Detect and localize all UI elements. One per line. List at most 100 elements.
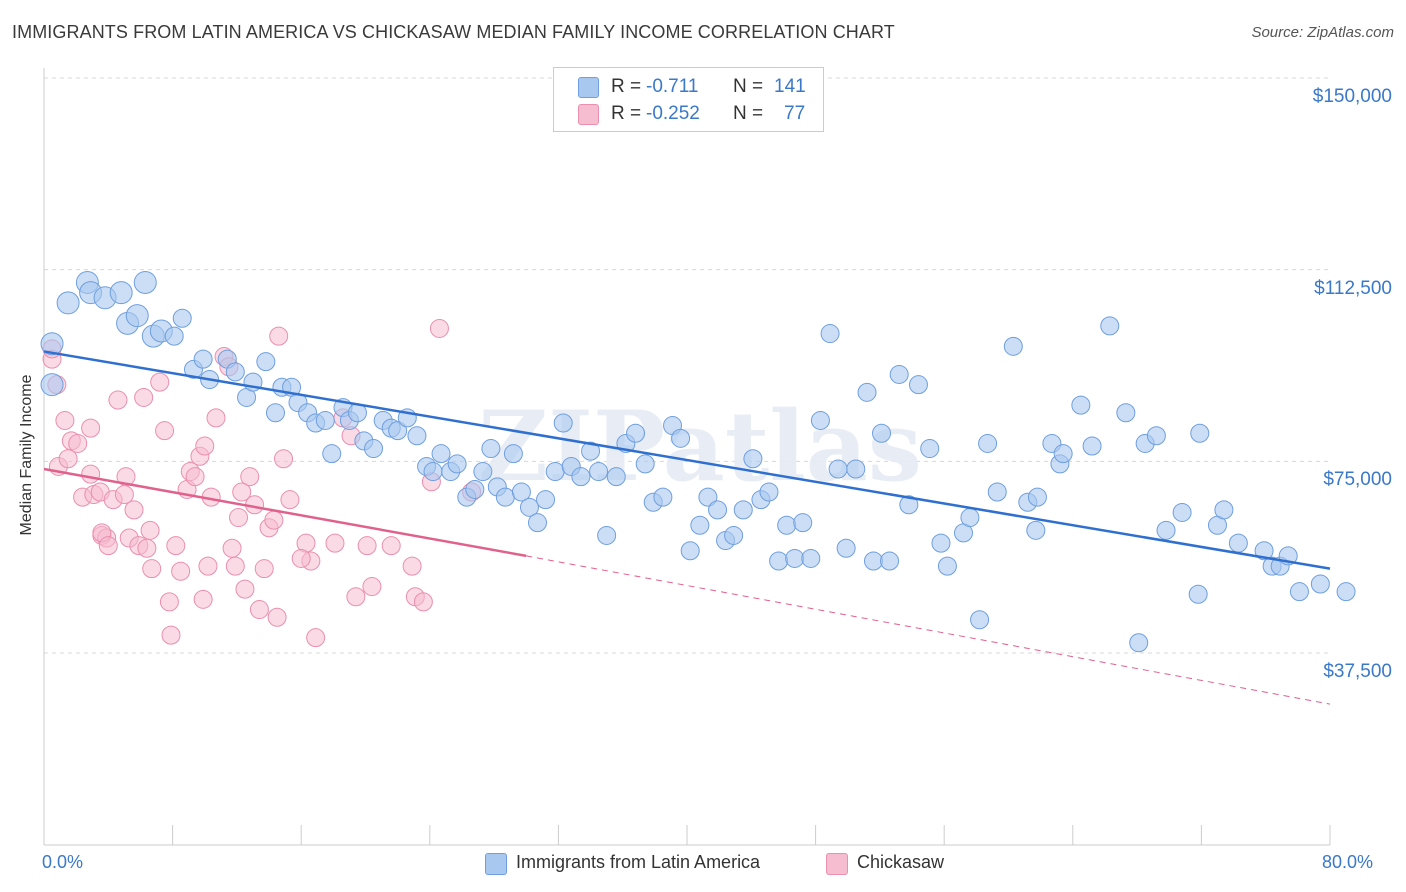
- chickasaw-point: [291, 548, 311, 568]
- latin-america-point: [40, 332, 64, 356]
- chickasaw-point: [137, 538, 157, 558]
- chickasaw-point: [232, 482, 252, 502]
- chickasaw-point: [150, 372, 170, 392]
- n-value: 141: [774, 76, 806, 97]
- chickasaw-point: [274, 449, 294, 469]
- latin-america-point: [899, 495, 919, 515]
- chickasaw-trend-extension: [526, 555, 1331, 705]
- latin-america-point: [671, 428, 691, 448]
- chickasaw-point: [108, 390, 128, 410]
- latin-america-point: [164, 326, 184, 346]
- latin-america-point: [1003, 336, 1023, 356]
- latin-america-point: [836, 538, 856, 558]
- latin-america-point: [1082, 436, 1102, 456]
- latin-america-point: [581, 441, 601, 461]
- chickasaw-point: [254, 559, 274, 579]
- latin-america-point: [265, 403, 285, 423]
- chickasaw-point: [264, 510, 284, 530]
- chickasaw-point: [195, 436, 215, 456]
- latin-america-point: [589, 462, 609, 482]
- latin-america-point: [872, 423, 892, 443]
- latin-america-point: [125, 304, 149, 328]
- latin-america-point: [828, 459, 848, 479]
- latin-america-point: [225, 362, 245, 382]
- chickasaw-point: [402, 556, 422, 576]
- y-axis-label: Median Family Income: [18, 374, 35, 536]
- latin-america-point: [1027, 487, 1047, 507]
- chickasaw-point: [413, 592, 433, 612]
- chickasaw-point: [58, 449, 78, 469]
- latin-america-point: [40, 373, 64, 397]
- chickasaw-point: [159, 592, 179, 612]
- latin-america-point: [1071, 395, 1091, 415]
- r-label: R =: [611, 103, 642, 124]
- latin-america-point: [1190, 423, 1210, 443]
- chickasaw-point: [166, 536, 186, 556]
- n-label: N =: [733, 103, 764, 124]
- latin-america-point: [1053, 444, 1073, 464]
- chickasaw-point: [206, 408, 226, 428]
- chickasaw-point: [240, 467, 260, 487]
- latin-america-points: [40, 270, 1356, 653]
- source-label: Source: ZipAtlas.com: [1251, 24, 1394, 41]
- latin-america-point: [785, 548, 805, 568]
- latin-america-point: [708, 500, 728, 520]
- chart-title: IMMIGRANTS FROM LATIN AMERICA VS CHICKAS…: [12, 22, 895, 42]
- latin-america-point: [857, 382, 877, 402]
- latin-america-point: [759, 482, 779, 502]
- latin-america-point: [698, 487, 718, 507]
- latin-america-point: [743, 449, 763, 469]
- latin-america-point: [960, 508, 980, 528]
- chickasaw-point: [198, 556, 218, 576]
- series-legend-label: Immigrants from Latin America: [516, 852, 761, 872]
- latin-america-point: [473, 462, 493, 482]
- chickasaw-point: [193, 589, 213, 609]
- latin-america-point: [1214, 500, 1234, 520]
- latin-america-point: [1100, 316, 1120, 336]
- legend-swatch-pink: [578, 104, 599, 125]
- axis-layer: [43, 68, 1331, 846]
- latin-america-point: [1116, 403, 1136, 423]
- chickasaw-point: [269, 326, 289, 346]
- n-value: 77: [784, 103, 806, 124]
- y-tick-label: $37,500: [1323, 661, 1392, 682]
- latin-america-point: [407, 426, 427, 446]
- latin-america-point: [364, 439, 384, 459]
- latin-america-point: [431, 444, 451, 464]
- latin-america-point: [322, 444, 342, 464]
- latin-america-point: [388, 421, 408, 441]
- latin-america-point: [519, 497, 539, 517]
- chickasaw-point: [140, 520, 160, 540]
- latin-america-point: [846, 459, 866, 479]
- latin-america-point: [937, 556, 957, 576]
- latin-america-point: [724, 525, 744, 545]
- latin-america-point: [880, 551, 900, 571]
- latin-america-point: [481, 439, 501, 459]
- latin-america-point: [553, 413, 573, 433]
- latin-america-point: [820, 324, 840, 344]
- legend-swatch-blue: [578, 77, 599, 98]
- latin-america-point: [793, 513, 813, 533]
- stats-legend: R = -0.711 N = 141 R = -0.252 N = 77: [553, 67, 824, 132]
- latin-america-point: [172, 308, 192, 328]
- latin-america-point: [256, 352, 276, 372]
- latin-america-point: [889, 364, 909, 384]
- latin-america-point: [863, 551, 883, 571]
- chickasaw-point: [429, 318, 449, 338]
- chickasaw-point: [306, 628, 326, 648]
- chickasaw-point: [346, 587, 366, 607]
- chickasaw-points: [42, 318, 482, 648]
- latin-america-point: [606, 467, 626, 487]
- latin-america-point: [465, 479, 485, 499]
- latin-america-point: [635, 454, 655, 474]
- latin-america-point: [920, 439, 940, 459]
- latin-america-point: [447, 454, 467, 474]
- latin-america-point: [1026, 520, 1046, 540]
- chickasaw-point: [381, 536, 401, 556]
- latin-america-point: [503, 444, 523, 464]
- chickasaw-trend-line: [43, 467, 527, 558]
- latin-america-point: [133, 270, 157, 294]
- chickasaw-point: [81, 464, 101, 484]
- latin-america-point: [528, 513, 548, 533]
- latin-america-point: [978, 433, 998, 453]
